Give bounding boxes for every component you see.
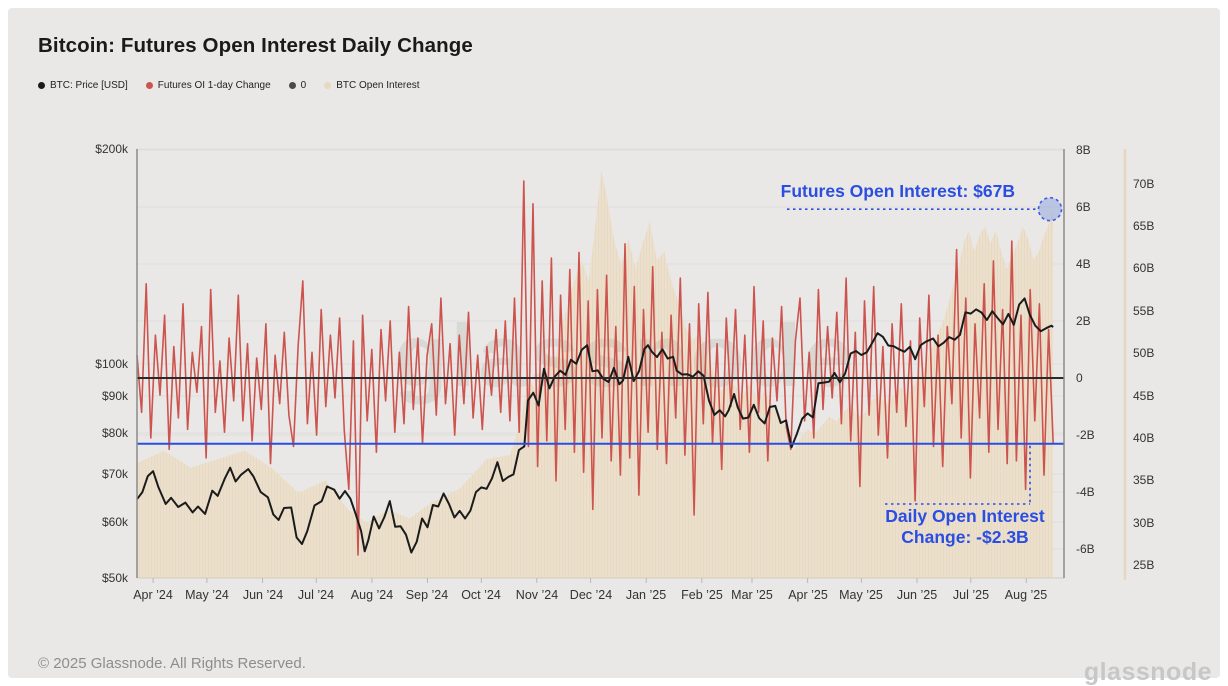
month-tick-label: Mar ’25 [731, 588, 773, 602]
daily-change-annotation: Daily Open Interest Change: -$2.3B [885, 506, 1045, 547]
price-tick-label: $100k [95, 357, 128, 371]
futures-oi-annotation: Futures Open Interest: $67B [780, 181, 1015, 201]
price-tick-label: $90k [101, 389, 128, 403]
price-tick-label: $200k [95, 142, 128, 156]
legend-item-0[interactable]: 0 [288, 80, 307, 91]
change-tick-label: 0 [1076, 371, 1083, 385]
btc-price-line [136, 297, 1054, 554]
month-tick-label: Jun ’24 [242, 588, 284, 602]
legend-item-label: 0 [300, 80, 307, 91]
change-tick-label: 8B [1076, 143, 1091, 157]
month-tick-label: Jun ’25 [896, 588, 938, 602]
month-tick-label: Apr ’24 [133, 588, 173, 602]
futures-oi-change-line [136, 180, 1054, 556]
price-tick-label: $50k [101, 571, 128, 585]
oi-tick-label: 45B [1133, 389, 1155, 403]
oi-tick-label: 50B [1133, 346, 1155, 360]
legend-item-label: BTC: Price [USD] [50, 80, 128, 91]
price-tick-label: $80k [101, 426, 128, 440]
legend-item-label: Futures OI 1-day Change [157, 80, 271, 91]
legend-dot-icon [38, 82, 45, 89]
legend-dot-icon [288, 82, 296, 89]
month-tick-label: Oct ’24 [461, 588, 501, 602]
month-tick-label: Feb ’25 [681, 588, 723, 602]
month-tick-label: Aug ’24 [350, 588, 394, 602]
oi-tick-label: 60B [1133, 261, 1155, 275]
oi-tick-label: 40B [1133, 431, 1155, 445]
month-tick-label: Jan ’25 [625, 588, 667, 602]
legend-item-futures-oi-1-day-change[interactable]: Futures OI 1-day Change [145, 80, 271, 91]
oi-tick-label: 65B [1133, 219, 1155, 233]
legend-item-btc-price-usd[interactable]: BTC: Price [USD] [38, 80, 128, 91]
change-tick-label: 4B [1076, 257, 1091, 271]
oi-tick-label: 25B [1133, 558, 1155, 572]
copyright-text: © 2025 Glassnode. All Rights Reserved. [38, 655, 306, 672]
legend-item-label: BTC Open Interest [336, 80, 420, 91]
month-tick-label: Jul ’24 [297, 588, 335, 602]
price-tick-label: $70k [101, 467, 128, 481]
futures-oi-marker [1037, 196, 1063, 222]
change-tick-label: 2B [1076, 314, 1091, 328]
month-tick-label: May ’25 [839, 588, 883, 602]
legend-dot-icon [324, 82, 332, 89]
change-tick-label: -2B [1076, 428, 1095, 442]
glassnode-logo: glassnode [1083, 658, 1212, 686]
legend: BTC: Price [USD] Futures OI 1-day Change 0… [38, 80, 420, 91]
month-tick-label: May ’24 [185, 588, 229, 602]
change-tick-label: -6B [1076, 542, 1095, 556]
legend-dot-icon [145, 82, 153, 89]
price-tick-label: $60k [101, 515, 128, 529]
month-tick-label: Dec ’24 [569, 588, 613, 602]
legend-item-btc-open-interest[interactable]: BTC Open Interest [324, 80, 420, 91]
oi-tick-label: 70B [1133, 177, 1155, 191]
month-tick-label: Apr ’25 [788, 588, 828, 602]
month-tick-label: Aug ’25 [1004, 588, 1048, 602]
oi-tick-label: 35B [1133, 473, 1155, 487]
oi-tick-label: 55B [1133, 304, 1155, 318]
chart-panel: Bitcoin: Futures Open Interest Daily Cha… [8, 8, 1220, 686]
oi-tick-label: 30B [1133, 516, 1155, 530]
month-tick-label: Nov ’24 [515, 588, 559, 602]
change-tick-label: 6B [1076, 200, 1091, 214]
change-tick-label: -4B [1076, 485, 1095, 499]
month-tick-label: Jul ’25 [952, 588, 990, 602]
page-title: Bitcoin: Futures Open Interest Daily Cha… [38, 34, 473, 57]
chart-canvas[interactable]: glassnode [8, 8, 1228, 686]
month-tick-label: Sep ’24 [405, 588, 449, 602]
